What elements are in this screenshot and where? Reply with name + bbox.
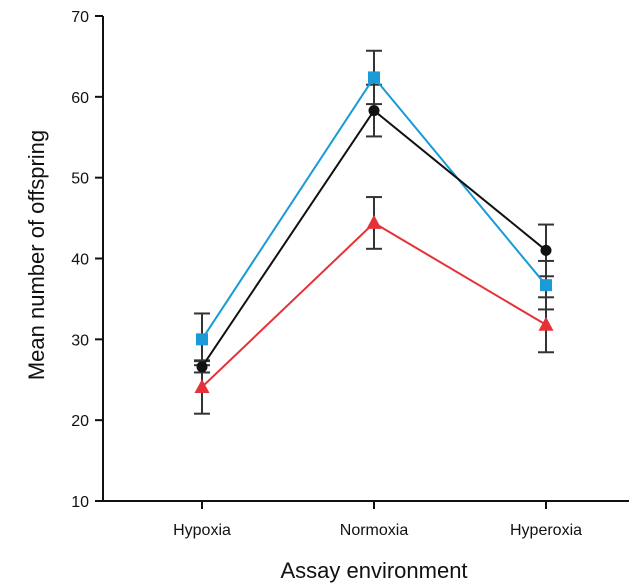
data-point-square — [368, 71, 380, 84]
y-ticks: 10 20 30 40 50 60 70 — [71, 9, 103, 511]
y-axis: 10 20 30 40 50 60 70 — [71, 9, 104, 511]
data-point-triangle — [366, 214, 382, 229]
y-tick-label: 70 — [71, 9, 89, 26]
y-tick-label: 40 — [71, 252, 89, 269]
data-point-circle — [368, 105, 380, 117]
data-point-triangle — [194, 379, 210, 394]
data-point-circle — [196, 361, 208, 373]
x-tick-label: Normoxia — [340, 522, 409, 539]
y-tick-label: 20 — [71, 413, 89, 430]
y-axis-title: Mean number of offspring — [24, 130, 49, 380]
data-point-triangle — [538, 316, 554, 331]
data-point-square — [196, 333, 208, 346]
x-tick-label: Hypoxia — [173, 522, 231, 539]
plot-area — [194, 49, 554, 415]
y-tick-label: 50 — [71, 171, 89, 188]
y-tick-label: 60 — [71, 90, 89, 107]
x-axis-title: Assay environment — [280, 558, 467, 583]
data-point-square — [540, 279, 552, 292]
x-axis: Hypoxia Normoxia Hyperoxia — [102, 500, 629, 539]
y-tick-label: 10 — [71, 494, 89, 511]
x-ticks: Hypoxia Normoxia Hyperoxia — [173, 501, 582, 539]
x-tick-label: Hyperoxia — [510, 522, 582, 539]
data-point-circle — [540, 244, 552, 256]
y-tick-label: 30 — [71, 332, 89, 349]
